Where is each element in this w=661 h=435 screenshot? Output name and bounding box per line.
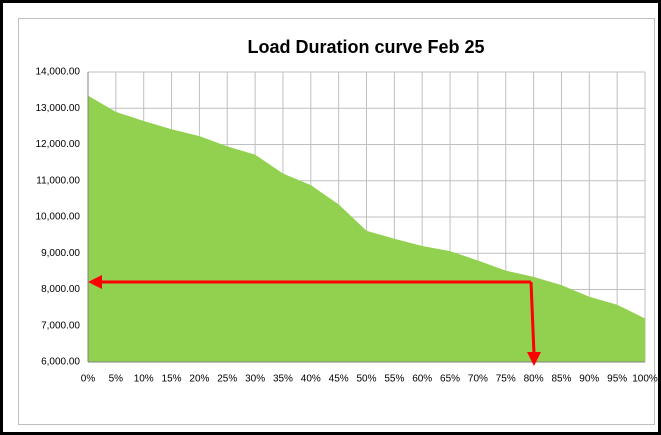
x-tick-label: 5% bbox=[109, 374, 124, 385]
y-tick-label: 10,000.00 bbox=[36, 212, 81, 223]
x-tick-label: 45% bbox=[329, 374, 349, 385]
x-tick-label: 40% bbox=[301, 374, 321, 385]
area bbox=[88, 95, 645, 362]
arrow-head bbox=[527, 352, 541, 366]
y-tick-label: 11,000.00 bbox=[36, 175, 80, 186]
x-tick-label: 20% bbox=[189, 374, 209, 385]
x-tick-label: 25% bbox=[217, 374, 237, 385]
x-tick-label: 30% bbox=[245, 374, 265, 385]
x-tick-label: 55% bbox=[384, 374, 404, 385]
arrows bbox=[88, 275, 541, 366]
y-tick-label: 13,000.00 bbox=[36, 103, 81, 114]
y-tick-label: 8,000.00 bbox=[41, 284, 80, 295]
x-tick-label: 75% bbox=[496, 374, 516, 385]
x-tick-label: 100% bbox=[632, 374, 658, 385]
y-tick-label: 7,000.00 bbox=[41, 320, 80, 331]
x-tick-label: 70% bbox=[468, 374, 488, 385]
y-tick-label: 9,000.00 bbox=[41, 248, 80, 259]
x-tick-label: 10% bbox=[134, 374, 154, 385]
x-tick-label: 0% bbox=[81, 374, 96, 385]
plot-area: 6,000.00 7,000.00 8,000.00 9,000.00 10,000.0… bbox=[36, 67, 658, 385]
x-tick-label: 35% bbox=[273, 374, 293, 385]
chart-title: Load Duration curve Feb 25 bbox=[247, 37, 484, 57]
y-tick-label: 12,000.00 bbox=[36, 139, 81, 150]
arrow-head bbox=[88, 275, 102, 289]
y-tick-label: 14,000.00 bbox=[36, 67, 81, 78]
y-tick-label: 6,000.00 bbox=[41, 357, 80, 368]
x-tick-label: 80% bbox=[524, 374, 544, 385]
x-tick-label: 65% bbox=[440, 374, 460, 385]
x-tick-label: 95% bbox=[607, 374, 627, 385]
x-tick-label: 85% bbox=[551, 374, 571, 385]
x-tick-label: 90% bbox=[579, 374, 599, 385]
arrow-line bbox=[529, 281, 536, 355]
x-tick-label: 50% bbox=[356, 374, 376, 385]
x-tick-label: 15% bbox=[162, 374, 182, 385]
x-tick-label: 60% bbox=[412, 374, 432, 385]
